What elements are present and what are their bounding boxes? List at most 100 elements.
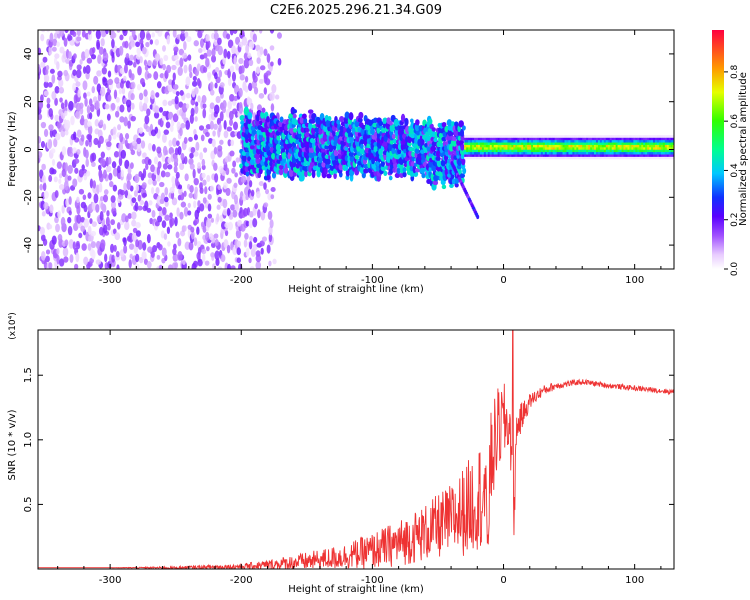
spectrogram-cell	[554, 149, 557, 153]
spectrogram-cell	[625, 156, 628, 160]
spectrogram-cell	[564, 139, 567, 143]
spectrogram-cell	[509, 156, 512, 160]
spectrogram-cell	[48, 138, 53, 149]
spectrogram-cell	[119, 249, 125, 258]
spectrogram-cell	[503, 135, 506, 138]
spectrogram-cell	[209, 185, 215, 192]
spectrogram-cell	[80, 114, 85, 123]
spectrogram-cell	[466, 139, 469, 143]
spectrogram-cell	[91, 86, 95, 94]
spectrogram-cell	[113, 244, 117, 252]
spectrogram-cell	[574, 151, 577, 155]
spectrogram-cell	[150, 164, 155, 173]
spectrogram-cell	[155, 92, 160, 98]
spectrogram-cell	[160, 170, 166, 178]
spectrogram-cell	[42, 56, 48, 63]
spectrogram-cell	[637, 151, 640, 155]
spectrogram-cell	[623, 139, 626, 143]
spectrogram-cell	[485, 142, 489, 145]
spectrogram-cell	[529, 154, 532, 157]
spectrogram-cell	[141, 250, 147, 261]
spectrogram-cell	[481, 144, 485, 148]
spectrogram-cell	[651, 151, 654, 155]
spectrogram-cell	[531, 147, 534, 150]
spectrogram-cell	[260, 247, 264, 255]
spectrogram-cell	[487, 139, 491, 143]
spectrogram-cell	[590, 137, 593, 141]
spectrogram-cell	[509, 154, 512, 157]
spectrogram-cell	[599, 139, 603, 143]
spectrogram-cell	[578, 156, 581, 160]
spectrogram-cell	[590, 151, 593, 155]
spectrogram-cell	[572, 156, 575, 160]
spectrogram-cell	[240, 175, 247, 184]
spectrogram-cell	[662, 144, 666, 148]
spectrogram-cell	[643, 156, 646, 160]
spectrogram-cell	[621, 137, 624, 141]
spectrogram-cell	[511, 144, 514, 148]
spectrogram-cell	[81, 164, 85, 171]
spectrogram-cell	[51, 90, 57, 100]
x-tick-label: -300	[99, 575, 122, 586]
spectrogram-cell	[513, 147, 516, 150]
spectrogram-cell	[611, 151, 615, 155]
spectrogram-cell	[325, 158, 332, 165]
spectrogram-cell	[531, 144, 534, 148]
spectrogram-cell	[456, 164, 462, 170]
spectrogram-cell	[643, 142, 646, 145]
spectrogram-cell	[483, 147, 487, 150]
spectrogram-cell	[505, 147, 508, 150]
spectrogram-cell	[397, 148, 402, 155]
spectrogram-cell	[130, 93, 135, 101]
spectrogram-cell	[597, 156, 601, 160]
spectrogram-cell	[611, 139, 615, 143]
spectrogram-cell	[156, 173, 161, 182]
spectrogram-cell	[207, 193, 212, 200]
spectrogram-cell	[576, 151, 579, 155]
spectrogram-cell	[172, 72, 176, 81]
spectrogram-cell	[177, 250, 183, 261]
spectrogram-cell	[544, 137, 548, 141]
spectrogram-cell	[509, 149, 512, 153]
spectrogram-cell	[527, 142, 530, 145]
spectrogram-cell	[78, 168, 84, 178]
spectrogram-cell	[651, 137, 654, 141]
spectrogram-cell	[211, 138, 216, 148]
spectrogram-cell	[196, 206, 201, 214]
spectrogram-cell	[497, 154, 500, 157]
spectrogram-cell	[263, 48, 268, 57]
spectrogram-cell	[534, 139, 538, 143]
spectrogram-cell	[592, 137, 595, 141]
spectrogram-cell	[601, 139, 605, 143]
spectrogram-cell	[258, 92, 265, 99]
spectrogram-cell	[525, 142, 528, 145]
spectrogram-cell	[550, 139, 554, 143]
spectrogram-cell	[175, 176, 179, 187]
spectrogram-cell	[181, 110, 187, 120]
spectrogram-cell	[276, 159, 282, 164]
spectrogram-x-axis-label: Height of straight line (km)	[288, 284, 424, 295]
spectrogram-cell	[592, 147, 595, 150]
spectrogram-cell	[503, 149, 506, 153]
spectrogram-cell	[491, 156, 495, 160]
spectrogram-cell	[487, 156, 491, 160]
spectrogram-cell	[226, 177, 232, 184]
spectrogram-cell	[221, 169, 227, 176]
spectrogram-cell	[244, 85, 249, 93]
spectrogram-cell	[611, 135, 615, 138]
spectrogram-cell	[607, 154, 611, 157]
spectrogram-cell	[595, 154, 599, 157]
spectrogram-cell	[664, 137, 668, 141]
spectrogram-cell	[584, 135, 587, 138]
spectrogram-cell	[639, 149, 642, 153]
spectrogram-cell	[483, 137, 487, 141]
spectrogram-cell	[639, 139, 642, 143]
spectrogram-cell	[67, 225, 73, 236]
spectrogram-cell	[586, 156, 589, 160]
spectrogram-cell	[590, 154, 593, 157]
spectrogram-cell	[188, 241, 194, 251]
spectrogram-cell	[142, 102, 148, 112]
spectrogram-cell	[475, 135, 479, 138]
spectrogram-cell	[670, 156, 674, 160]
spectrogram-cell	[215, 258, 220, 267]
